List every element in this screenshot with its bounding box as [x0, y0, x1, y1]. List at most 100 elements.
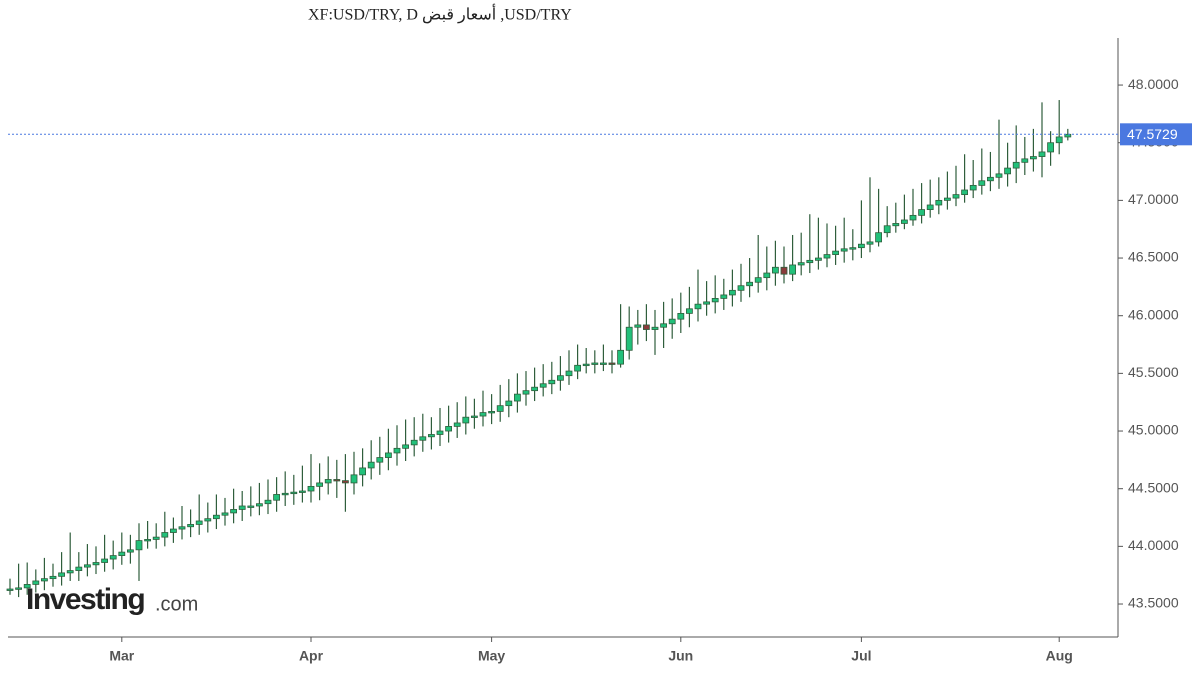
y-tick-label: 46.0000 [1128, 306, 1179, 322]
candle-body [557, 375, 564, 381]
candle-body [333, 479, 341, 482]
candle-body [514, 393, 521, 402]
candle-body [187, 524, 195, 528]
x-tick-label: Mar [109, 648, 134, 664]
candle-body [840, 248, 848, 252]
candle-body [548, 379, 556, 385]
candle-body [127, 549, 134, 553]
candle-body [1021, 158, 1029, 163]
candle-body [505, 400, 513, 407]
candle-body [479, 412, 487, 417]
candle-body [341, 480, 349, 484]
candle-body [204, 518, 212, 522]
candle-body [643, 324, 650, 330]
candle-body [92, 562, 100, 566]
candle-body [15, 587, 23, 590]
candle-body [849, 247, 857, 250]
x-tick-label: Apr [299, 648, 324, 664]
candle-body [608, 362, 616, 365]
candle-body [402, 444, 410, 449]
y-tick-label: 45.5000 [1128, 364, 1179, 380]
candle-body [281, 492, 289, 496]
y-tick-label: 44.0000 [1128, 537, 1179, 553]
candle-body [909, 214, 917, 221]
candle-body [324, 479, 332, 484]
candle-body [75, 566, 83, 571]
candle-body [832, 250, 839, 255]
candle-body [582, 363, 590, 367]
last-price-box [1120, 123, 1192, 146]
candle-body [178, 526, 186, 530]
candle-body [892, 223, 900, 227]
candle-body [660, 323, 667, 328]
candle-body [944, 197, 951, 201]
candle-body [746, 281, 753, 287]
candle-body [918, 209, 925, 216]
candle-body [565, 370, 573, 377]
x-tick-label: May [478, 648, 505, 664]
x-tick-label: Jun [668, 648, 693, 664]
candle-body [462, 416, 470, 424]
candle-body [634, 324, 642, 328]
candle-body [866, 241, 874, 245]
candle-body [32, 580, 40, 585]
candle-body [901, 219, 908, 224]
candle-body [393, 447, 401, 454]
candle-body [436, 430, 444, 435]
candle-body [969, 184, 977, 191]
candle-body [135, 540, 143, 551]
candle-body [1055, 136, 1063, 144]
watermark-suffix: .com [155, 593, 198, 615]
candle-body [58, 572, 65, 577]
candle-body [6, 588, 14, 591]
candle-body [445, 426, 453, 432]
candle-body [754, 277, 762, 283]
candle-body [797, 262, 805, 266]
candle-body [617, 349, 624, 365]
candle-body [522, 390, 530, 395]
candle-body [772, 266, 779, 274]
candle-body [453, 422, 461, 427]
candle-body [789, 264, 796, 275]
candle-body [144, 539, 152, 542]
candle-body [41, 578, 48, 582]
candle-body [1064, 133, 1072, 138]
candle-body [230, 509, 238, 514]
candle-body [221, 512, 229, 516]
candle-body [1047, 142, 1054, 153]
candle-body [49, 575, 57, 580]
candle-body [677, 312, 685, 320]
y-tick-label: 44.5000 [1128, 479, 1179, 495]
chart-title: USD/TRY, أسعار قبض XF:USD/TRY, D [308, 4, 572, 24]
candle-body [350, 474, 358, 484]
candle-body [694, 303, 702, 310]
candle-body [290, 491, 298, 495]
candle-body [711, 298, 719, 303]
candle-body [1030, 156, 1037, 160]
candle-body [978, 180, 986, 186]
candle-body [427, 434, 435, 438]
candle-body [488, 411, 496, 414]
candle-body [264, 499, 272, 505]
candle-body [780, 266, 788, 275]
candle-body [952, 194, 960, 199]
candle-body [875, 232, 882, 243]
candle-body [935, 199, 943, 206]
candle-body [858, 243, 865, 249]
candle-body [729, 289, 736, 296]
candle-body [703, 301, 710, 305]
candle-body [66, 570, 74, 574]
candle-body [238, 505, 246, 510]
candle-body [531, 386, 538, 392]
candle-body [625, 326, 633, 351]
candle-body [539, 383, 547, 388]
candle-body [763, 272, 771, 279]
candle-body [307, 485, 315, 492]
candle-body [109, 555, 117, 560]
candle-body [737, 285, 745, 291]
candle-body [600, 362, 607, 365]
candle-body [574, 364, 581, 372]
x-tick-label: Aug [1046, 648, 1073, 664]
y-tick-label: 47.0000 [1128, 191, 1179, 207]
